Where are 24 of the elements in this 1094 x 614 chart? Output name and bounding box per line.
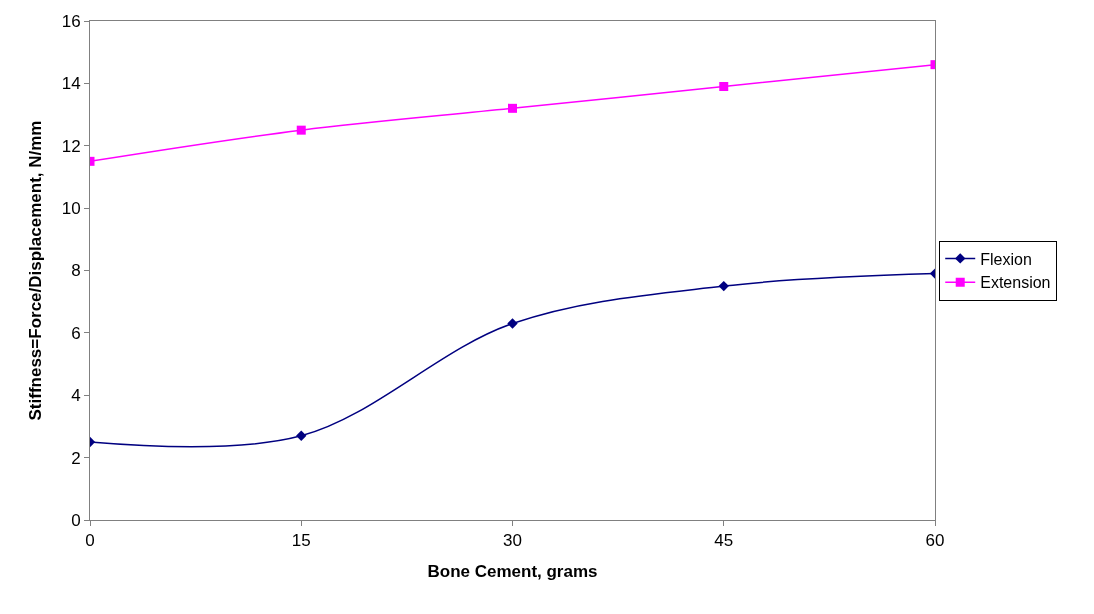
y-tick-label: 2 [71, 448, 81, 468]
x-tick-label: 60 [925, 531, 945, 551]
x-axis-title: Bone Cement, grams [427, 561, 598, 581]
y-tick-label: 4 [71, 386, 81, 406]
y-tick-label: 10 [61, 199, 81, 219]
point [507, 318, 518, 329]
y-tick-label: 12 [61, 136, 81, 156]
y-tick-label: 0 [71, 510, 81, 530]
y-axis-title: Stiffness=Force/Displacement, N/mm [26, 120, 46, 421]
point [508, 103, 517, 113]
y-tick-label: 16 [61, 11, 81, 31]
point [719, 81, 729, 91]
x-tick-label: 15 [291, 531, 311, 551]
point [296, 125, 306, 135]
y-tick-label: 6 [71, 323, 81, 343]
x-tick-label: 30 [503, 531, 522, 551]
legend-label: Extension [980, 274, 1051, 292]
point [718, 280, 729, 292]
y-tick-label: 8 [71, 261, 81, 281]
x-tick-label: 45 [714, 531, 734, 551]
point [296, 430, 307, 441]
x-tick-label: 0 [85, 531, 95, 551]
legend-label: Flexion [980, 250, 1032, 268]
y-tick-label: 14 [61, 74, 81, 94]
